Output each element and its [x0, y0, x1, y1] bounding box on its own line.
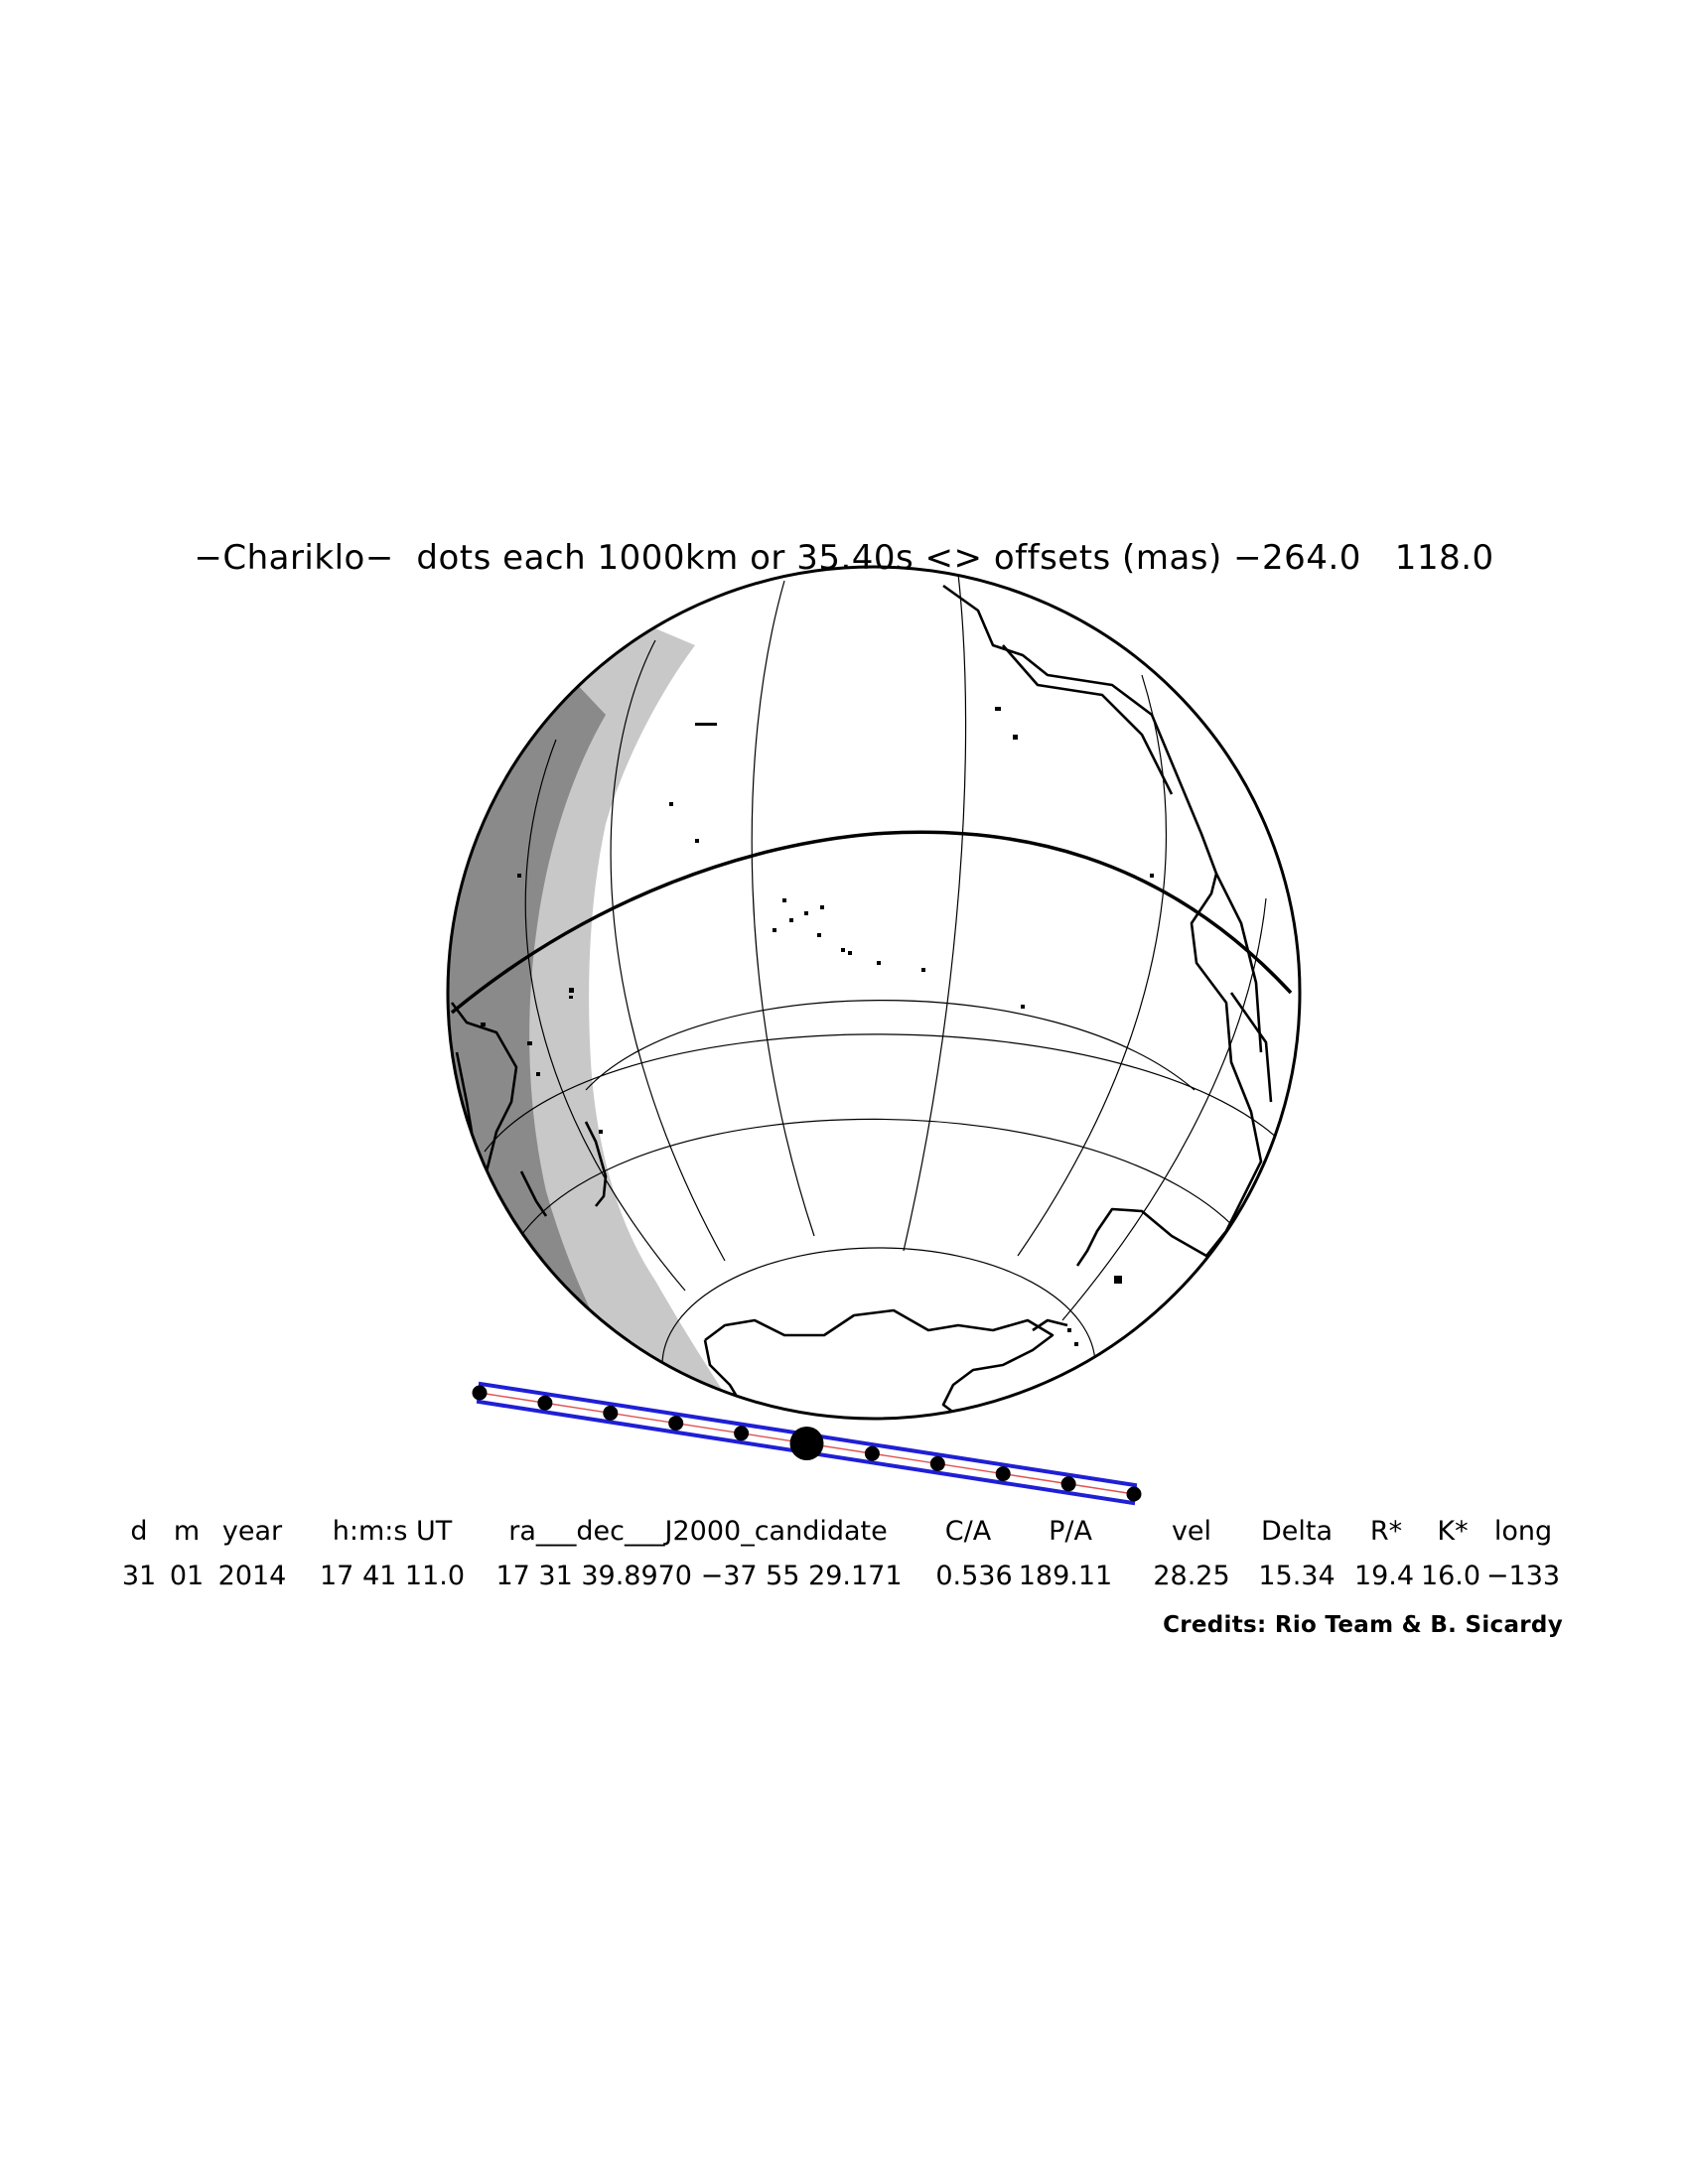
- header-vel: vel: [1171, 1516, 1212, 1547]
- header-pa: P/A: [1049, 1516, 1092, 1547]
- path-dots: [472, 1385, 1142, 1502]
- occultation-path: [472, 1381, 1142, 1506]
- header-coordinates: ra___dec___J2000_candidate: [508, 1516, 888, 1547]
- value-coordinates: 17 31 39.8970 −37 55 29.171: [495, 1561, 903, 1591]
- header-k-star: K*: [1437, 1516, 1469, 1547]
- value-year: 2014: [217, 1561, 287, 1591]
- header-year: year: [221, 1516, 283, 1547]
- value-ca: 0.536: [935, 1561, 1013, 1591]
- globe-outline: [446, 565, 1302, 1421]
- header-day: d: [130, 1516, 148, 1547]
- path-dot: [472, 1385, 488, 1401]
- equator: [450, 830, 1293, 1015]
- value-vel: 28.25: [1153, 1561, 1230, 1591]
- header-long: long: [1493, 1516, 1553, 1547]
- path-dot: [734, 1426, 750, 1441]
- header-month: m: [173, 1516, 201, 1547]
- closest-approach-dot: [789, 1427, 824, 1460]
- path-dot: [1126, 1486, 1142, 1502]
- value-delta: 15.34: [1258, 1561, 1336, 1591]
- header-delta: Delta: [1260, 1516, 1334, 1547]
- path-dot: [603, 1405, 619, 1421]
- path-dot: [1060, 1476, 1076, 1492]
- path-dot: [929, 1455, 945, 1471]
- new-zealand-coast: [584, 1121, 608, 1207]
- header-r-star: R*: [1369, 1516, 1403, 1547]
- value-k-star: 16.0: [1420, 1561, 1481, 1591]
- header-ca: C/A: [944, 1516, 992, 1547]
- path-dot: [864, 1445, 880, 1461]
- credits: Credits: Rio Team & B. Sicardy: [1163, 1612, 1563, 1638]
- meridians: [524, 573, 1267, 1321]
- value-day: 31: [121, 1561, 157, 1591]
- value-r-star: 19.4: [1353, 1561, 1415, 1591]
- americas-coast: [942, 584, 1263, 1267]
- islands: [481, 707, 1154, 1346]
- value-time: 17 41 11.0: [320, 1561, 465, 1591]
- value-month: 01: [169, 1561, 205, 1591]
- path-dot: [668, 1416, 684, 1432]
- value-pa: 189.11: [1018, 1561, 1113, 1591]
- globe: [446, 565, 1302, 1421]
- value-long: −133: [1485, 1561, 1561, 1591]
- chart-title: −Chariklo− dots each 1000km or 35.40s <>…: [194, 538, 1494, 578]
- path-dot: [537, 1395, 553, 1411]
- globe-disk: [448, 567, 1300, 1419]
- path-dot: [995, 1466, 1011, 1482]
- header-time: h:m:s UT: [332, 1516, 453, 1547]
